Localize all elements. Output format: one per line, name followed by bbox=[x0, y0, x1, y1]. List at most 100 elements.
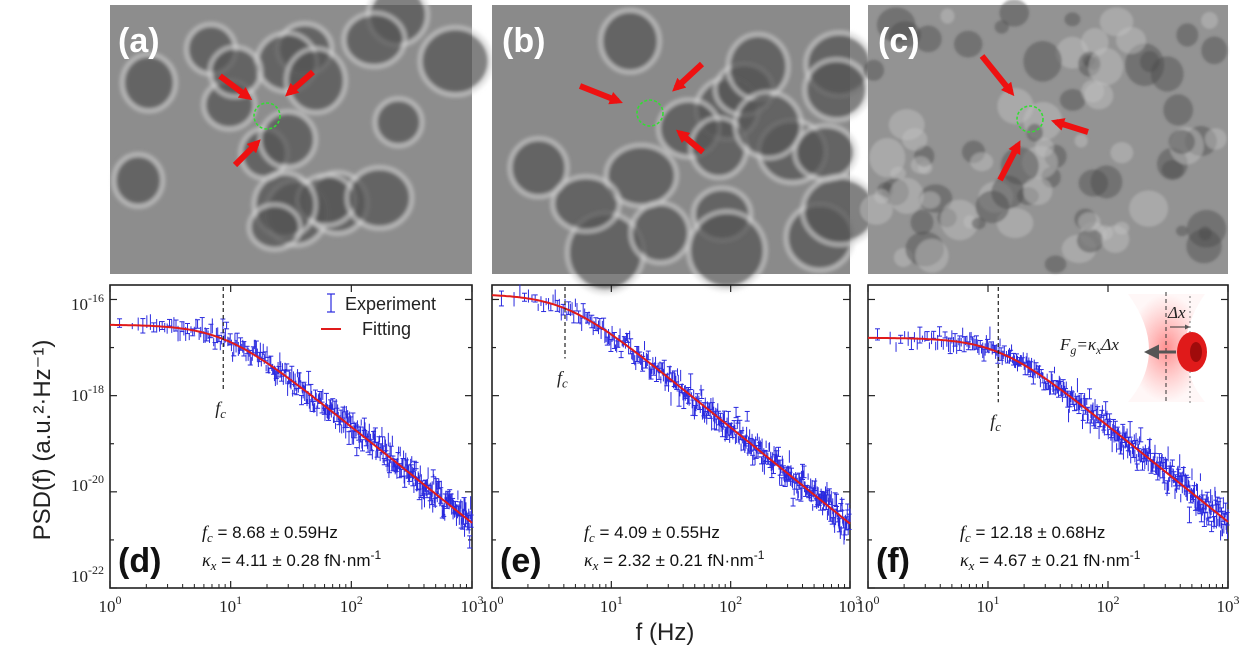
cell-texture bbox=[873, 189, 890, 204]
cell-texture bbox=[512, 141, 565, 195]
cell-texture bbox=[1168, 129, 1195, 155]
cell-texture bbox=[1101, 225, 1130, 253]
y-tick-label: 10-20 bbox=[71, 472, 104, 495]
x-tick-label: 100 bbox=[99, 593, 122, 616]
fitting-line bbox=[491, 294, 851, 525]
cell-texture bbox=[349, 170, 410, 226]
cell-texture bbox=[251, 207, 298, 247]
trapped-cell-ring-b bbox=[636, 99, 664, 127]
fc-annotation: fc = 8.68 ± 0.59Hz bbox=[202, 522, 338, 545]
fc-marker-label: fc bbox=[215, 398, 226, 421]
cell-texture bbox=[1023, 177, 1053, 206]
legend-fitting-label: Fitting bbox=[362, 319, 411, 339]
x-tick-label: 103 bbox=[839, 593, 862, 616]
dx-label: Δx bbox=[1167, 303, 1186, 322]
experiment-points bbox=[498, 284, 852, 545]
cell-texture bbox=[569, 215, 641, 290]
cell-texture bbox=[1161, 160, 1184, 179]
y-tick-labels: 10-16 10-18 10-20 10-22 bbox=[71, 291, 104, 586]
cell-texture bbox=[1064, 12, 1081, 27]
cell-texture bbox=[1059, 89, 1086, 111]
cell-texture bbox=[1201, 11, 1218, 29]
cell-texture bbox=[1175, 225, 1189, 237]
x-tick-label: 102 bbox=[719, 593, 742, 616]
cell-texture bbox=[555, 179, 617, 229]
cell-texture bbox=[1186, 229, 1222, 264]
cell-texture bbox=[289, 51, 343, 110]
x-tick-label: 102 bbox=[340, 593, 363, 616]
experiment-points bbox=[117, 314, 474, 549]
cell-texture bbox=[1110, 142, 1134, 164]
cell-texture bbox=[999, 0, 1030, 27]
cell-texture bbox=[970, 152, 994, 172]
x-tick-label: 103 bbox=[1217, 593, 1240, 616]
plot-frame bbox=[867, 284, 1229, 589]
cell-texture bbox=[910, 209, 934, 235]
x-tick-label: 101 bbox=[219, 593, 242, 616]
cell-texture bbox=[902, 128, 928, 151]
panel-label-b: (b) bbox=[502, 22, 545, 60]
cell-texture bbox=[863, 59, 885, 81]
panel-label-c: (c) bbox=[878, 22, 920, 60]
cell-texture bbox=[1074, 133, 1088, 148]
fc-annotation: fc = 4.09 ± 0.55Hz bbox=[584, 522, 720, 545]
x-tick-label: 102 bbox=[1097, 593, 1120, 616]
kappa-annotation: κx = 2.32 ± 0.21 fN·nm-1 bbox=[584, 548, 765, 573]
red-arrow-icon bbox=[218, 73, 253, 101]
cell-texture bbox=[940, 8, 955, 24]
y-axis-label: PSD(f) (a.u.²·Hz⁻¹) bbox=[29, 340, 56, 541]
cell-texture bbox=[346, 15, 402, 64]
x-tick-label: 103 bbox=[461, 593, 484, 616]
cell-texture bbox=[914, 25, 942, 53]
cell-texture bbox=[422, 30, 489, 93]
panel-label: (e) bbox=[500, 542, 542, 580]
cell-texture bbox=[915, 238, 949, 273]
x-axis-label: f (Hz) bbox=[636, 619, 695, 646]
cell-texture bbox=[377, 101, 420, 144]
cell-texture bbox=[1163, 94, 1194, 126]
cell-texture bbox=[910, 156, 931, 174]
red-arrow-icon bbox=[578, 83, 623, 105]
cell-texture bbox=[1088, 47, 1124, 86]
cell-texture bbox=[1140, 50, 1160, 73]
cell-texture bbox=[919, 191, 941, 209]
red-arrow-icon bbox=[672, 61, 705, 92]
y-tick-label: 10-16 bbox=[71, 291, 104, 314]
x-tick-label: 101 bbox=[600, 593, 623, 616]
y-tick-label: 10-18 bbox=[71, 382, 104, 405]
cell-texture bbox=[1129, 190, 1169, 227]
cell-texture bbox=[1084, 81, 1114, 110]
psd-plot-2: 100 101 102 103 fc (f) fc = 12.18 ± 0.68Hz κx =… bbox=[857, 284, 1240, 616]
x-tick-label: 100 bbox=[857, 593, 880, 616]
cell-texture bbox=[124, 57, 173, 109]
psd-plot-0: 100 101 102 103 fc (d) fc = 8.68 ± 0.59Hz κx = … bbox=[99, 284, 484, 616]
cell-texture bbox=[1204, 128, 1227, 150]
trapped-cell-ring-a bbox=[253, 102, 281, 130]
red-arrow-icon bbox=[285, 69, 315, 97]
fc-annotation: fc = 12.18 ± 0.68Hz bbox=[960, 522, 1105, 545]
experiment-points bbox=[875, 326, 1230, 541]
cell-texture bbox=[1044, 255, 1067, 274]
plot-frame bbox=[109, 284, 473, 589]
cell-texture bbox=[691, 214, 763, 287]
x-tick-label: 101 bbox=[977, 593, 1000, 616]
plot-frame bbox=[491, 284, 851, 589]
cell-texture bbox=[262, 114, 314, 165]
red-arrow-icon bbox=[232, 139, 261, 168]
cell-texture bbox=[1116, 26, 1146, 54]
cell-texture bbox=[116, 157, 161, 204]
cell-texture bbox=[1076, 228, 1104, 253]
cell-texture bbox=[633, 205, 687, 261]
red-arrow-icon bbox=[997, 140, 1021, 182]
micrograph-a: (a) bbox=[110, 0, 493, 274]
cell-texture bbox=[1078, 212, 1101, 232]
panel-label-a: (a) bbox=[118, 22, 160, 60]
red-arrow-icon bbox=[979, 54, 1015, 97]
fitting-line bbox=[868, 336, 1229, 523]
psd-plot-1: 100 101 102 103 fc (e) fc = 4.09 ± 0.55Hz κx = … bbox=[481, 284, 862, 616]
kappa-annotation: κx = 4.11 ± 0.28 fN·nm-1 bbox=[202, 548, 381, 573]
fc-marker-label: fc bbox=[990, 411, 1001, 434]
cell-texture bbox=[807, 62, 866, 118]
cell-texture bbox=[1023, 40, 1062, 82]
